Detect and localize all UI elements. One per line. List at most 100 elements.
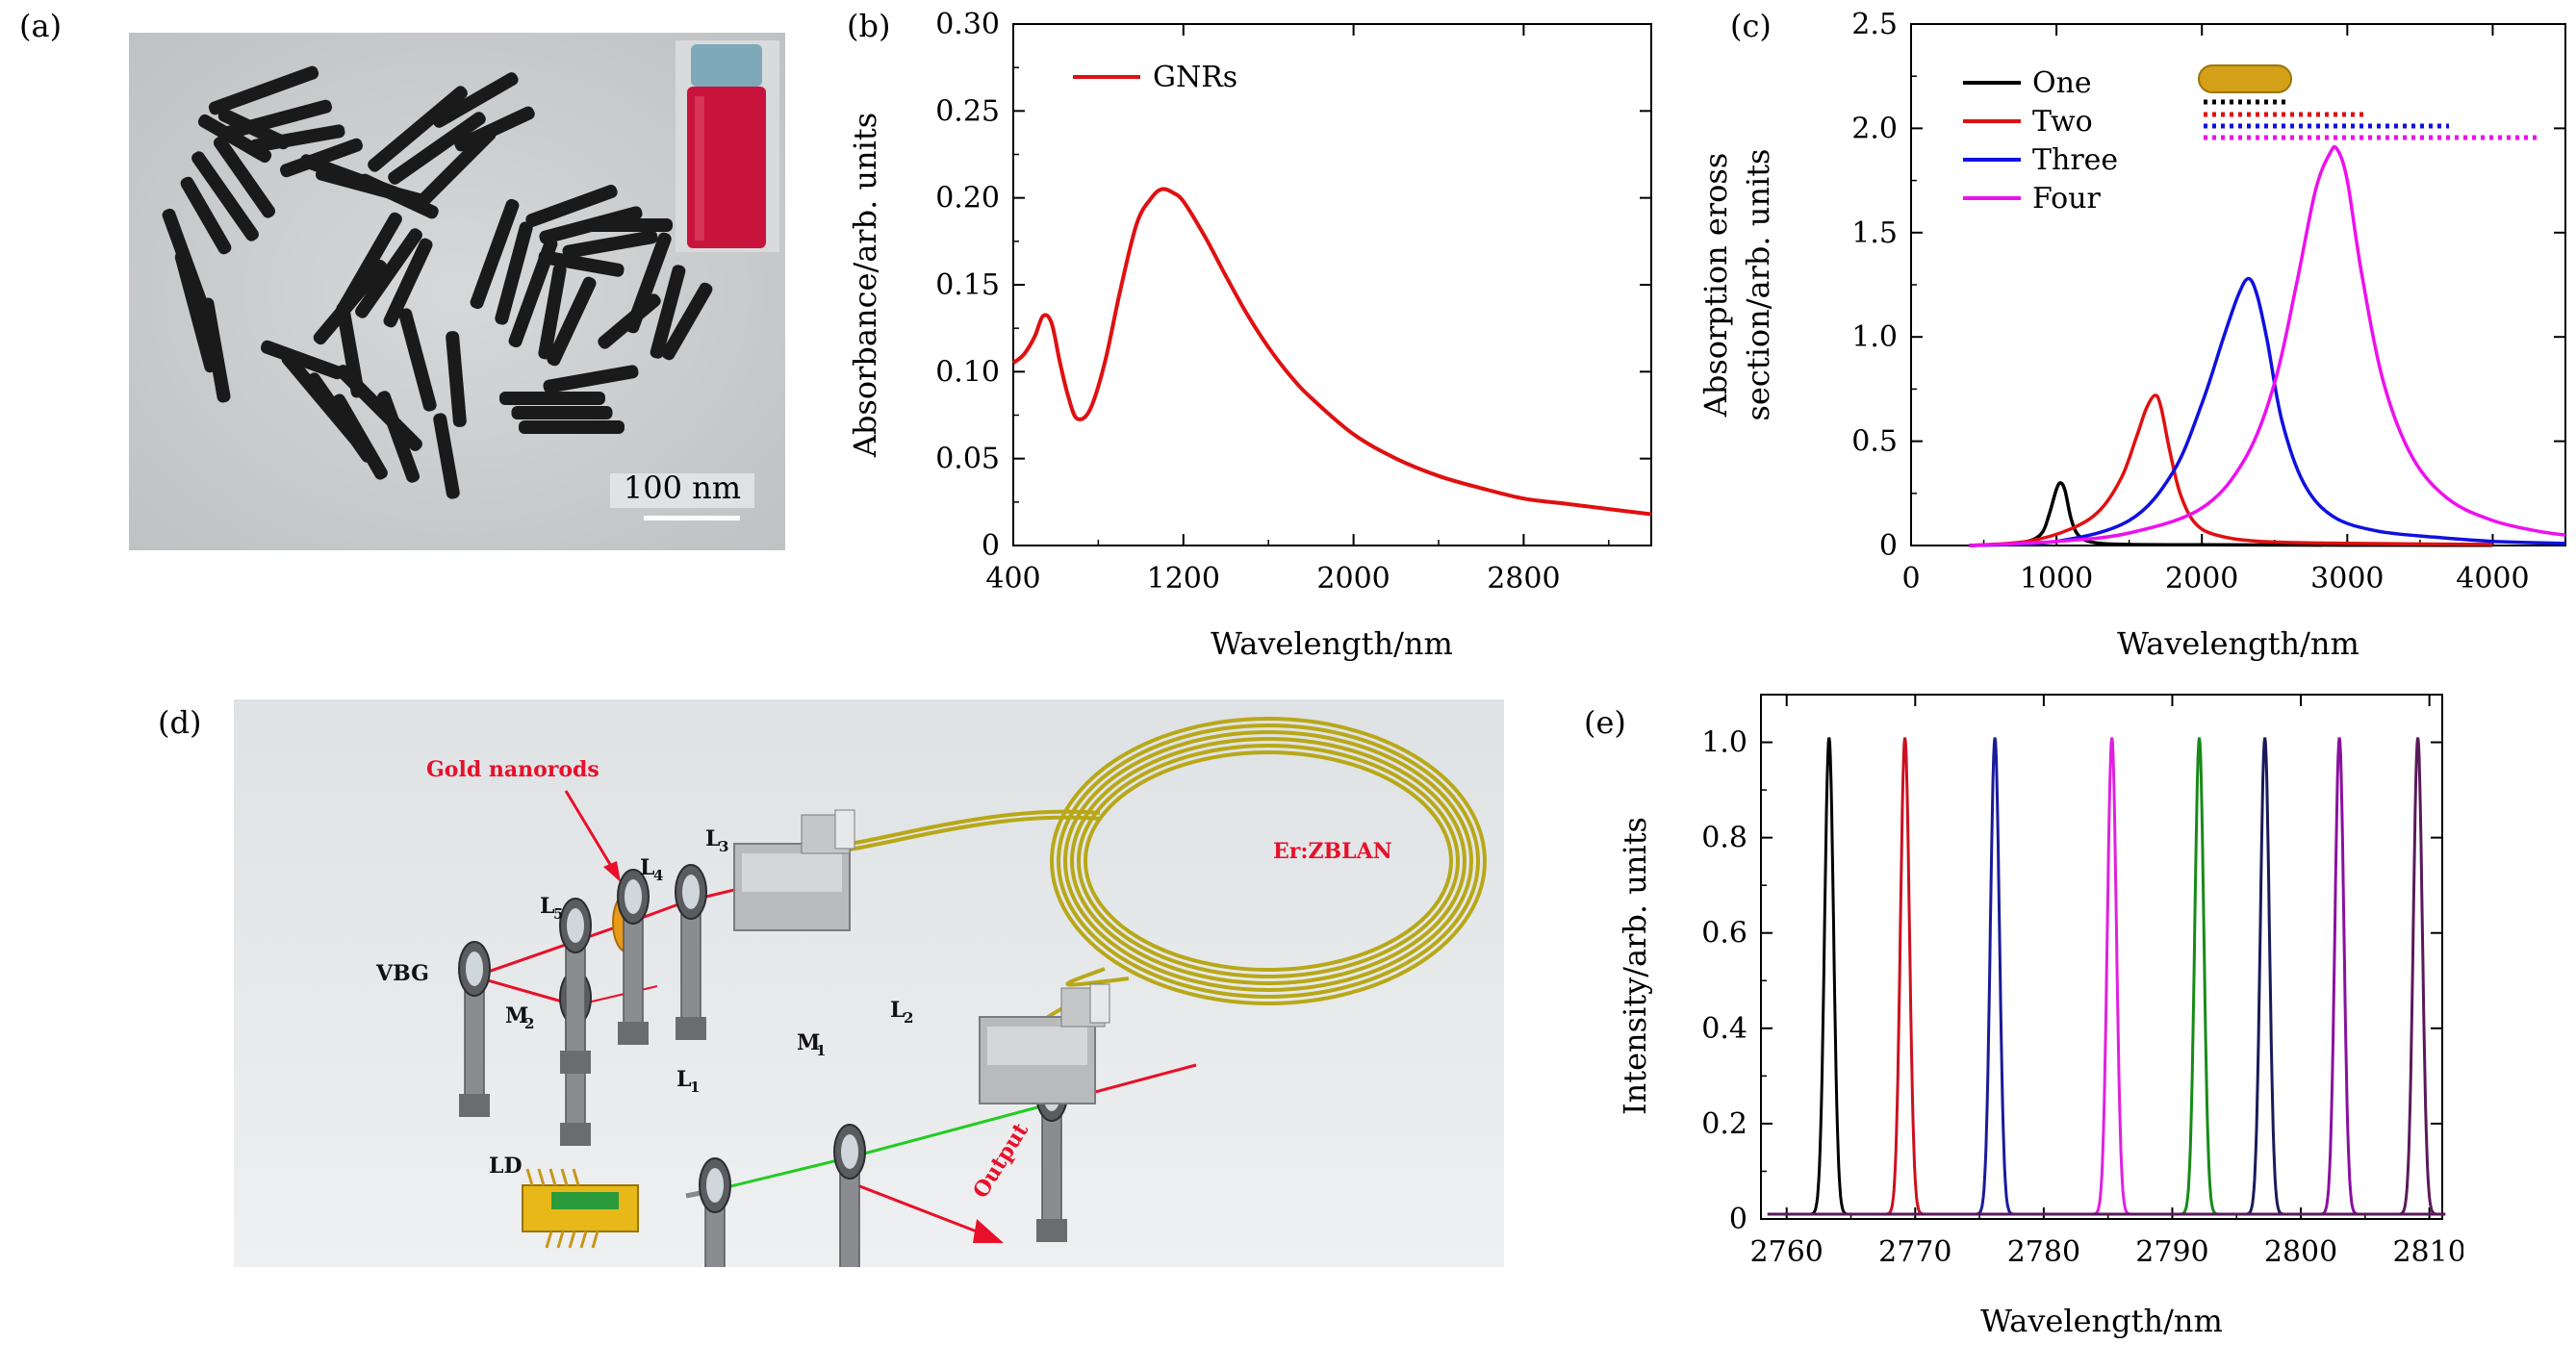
- series-peak4-line: [2083, 737, 2140, 1216]
- tem-micrograph: 100 nm: [129, 33, 785, 550]
- nanorod: [433, 413, 460, 499]
- label-l5-sub: 5: [553, 905, 563, 923]
- y-tick-label: 0.10: [935, 355, 1000, 389]
- nanorod: [368, 86, 468, 172]
- nanorod: [261, 340, 344, 380]
- nanorod: [661, 282, 713, 361]
- label-l3-sub: 3: [719, 838, 728, 855]
- y-tick-label: 0.15: [935, 268, 1000, 302]
- nanorod: [191, 151, 259, 241]
- y-tick-label: 0.05: [935, 443, 1000, 476]
- panel-a-label: (a): [19, 8, 63, 44]
- mount-base: [1036, 1219, 1067, 1242]
- laser-setup-diagram: Er:ZBLAN Output Gold nanorods: [234, 699, 1504, 1333]
- label-m1: M: [797, 1030, 820, 1055]
- x-tick-label: 2770: [1878, 1235, 1951, 1269]
- x-tick-label: 2780: [2007, 1235, 2080, 1269]
- label-m2: M: [505, 1003, 528, 1028]
- x-tick-label: 2760: [1750, 1235, 1824, 1269]
- legend-label-three: Three: [2032, 143, 2118, 177]
- y-tick-label: 0.25: [935, 94, 1000, 128]
- nanorod: [495, 221, 533, 325]
- panel-d-label: (d): [158, 704, 202, 741]
- fiber-coil-er-zblan: [849, 717, 1487, 1028]
- label-l5-group: L 5: [540, 894, 563, 923]
- lens-optic: [841, 1134, 858, 1169]
- gold-rod-icon: [2198, 64, 2292, 93]
- y-tick-label: 0.5: [1851, 425, 1898, 459]
- panel-b-label: (b): [847, 8, 891, 44]
- x-tick-label: 1000: [2020, 562, 2093, 596]
- nanorod: [383, 238, 433, 328]
- nanorod: [180, 176, 232, 255]
- series-two-line: [1969, 393, 2493, 547]
- x-tick-label: 400: [985, 562, 1040, 596]
- nanorod: [470, 198, 520, 310]
- nanorod: [213, 136, 276, 218]
- nanorod: [416, 127, 497, 208]
- series-peak2-line: [1876, 737, 1933, 1216]
- mount-base: [618, 1022, 649, 1045]
- nanorod: [217, 108, 291, 150]
- x-tick-label: 2000: [1316, 562, 1390, 596]
- nanorod: [650, 265, 686, 359]
- panel-e-chart: 2760 2770 2780 2790 2800 2810 0 0.2 0.4 0.6 0.8 1.0…: [1597, 673, 2466, 1341]
- mount-post: [1041, 1112, 1062, 1230]
- nanorod: [332, 393, 388, 480]
- y-tick-label: 1.5: [1851, 216, 1898, 250]
- panel-b-chart: 400 1200 2000 2800 0 0.05 0.10 0.15 0.20 0.25 0.30…: [828, 0, 1665, 673]
- absorption-cross-section-chart: 0 1000 2000 3000 4000 0 0.5 1.0 1.5 2.0 2.5 One Tw…: [1697, 8, 2566, 662]
- series-peak1-line: [1800, 737, 1857, 1216]
- x-tick-label: 3000: [2310, 562, 2384, 596]
- nanorods: [162, 65, 713, 499]
- gold-nanorods-pointer: [564, 790, 616, 872]
- y-tick-label: 1.0: [1851, 320, 1898, 354]
- translation-stage-bottom: [979, 983, 1110, 1104]
- nanorod: [174, 250, 218, 373]
- series-gnrs-line: [1011, 187, 1652, 517]
- label-vbg: VBG: [375, 961, 429, 986]
- label-l1: L: [676, 1067, 691, 1092]
- nanorod: [525, 185, 618, 227]
- series-one-line: [1969, 481, 2493, 547]
- y-axis-label: Absorbance/arb. units: [847, 113, 883, 458]
- legend-label-four: Four: [2032, 182, 2102, 216]
- label-l1-sub: 1: [690, 1079, 700, 1096]
- y-tick-label: 0: [982, 529, 1000, 563]
- label-l1-group: L 1: [676, 1067, 700, 1096]
- y-tick-label: 0.6: [1701, 917, 1747, 951]
- nanorod: [538, 250, 625, 277]
- nanorod: [249, 124, 345, 153]
- series-peak5-line: [2171, 737, 2228, 1216]
- output-arrow: [844, 1179, 1004, 1243]
- y-tick-label: 0.8: [1701, 822, 1747, 855]
- nanorod: [446, 331, 467, 427]
- panel-c-label: (c): [1730, 8, 1772, 44]
- x-axis-label: Wavelength/nm: [2117, 625, 2359, 662]
- nanorod: [377, 391, 420, 483]
- label-ld: LD: [489, 1154, 523, 1179]
- nanorod: [543, 365, 639, 393]
- mount-post: [565, 944, 586, 1061]
- gold-nanorods-pointer-head: [603, 861, 621, 882]
- x-tick-label: 1200: [1147, 562, 1220, 596]
- label-l4: L: [640, 855, 654, 880]
- nanorod: [358, 173, 439, 219]
- nanorod: [355, 228, 422, 318]
- mount-base: [560, 1051, 591, 1074]
- x-tick-label: 2810: [2392, 1235, 2463, 1269]
- x-tick-label: 2790: [2135, 1235, 2208, 1269]
- nanorod: [336, 302, 365, 398]
- legend: One Two Three Four: [1963, 66, 2118, 216]
- x-tick-label: 4000: [2456, 562, 2529, 596]
- nanorod: [562, 230, 658, 259]
- nanorod: [432, 72, 519, 128]
- y-tick-label: 2.5: [1851, 8, 1898, 41]
- series-peak3-line: [1966, 737, 2023, 1216]
- vial-inset: [676, 40, 779, 252]
- y-tick-label: 0.2: [1701, 1107, 1747, 1141]
- nanorod: [508, 237, 558, 348]
- label-l2: L: [890, 998, 905, 1023]
- series-peak7-line: [2310, 737, 2367, 1216]
- lens-optic: [625, 879, 642, 914]
